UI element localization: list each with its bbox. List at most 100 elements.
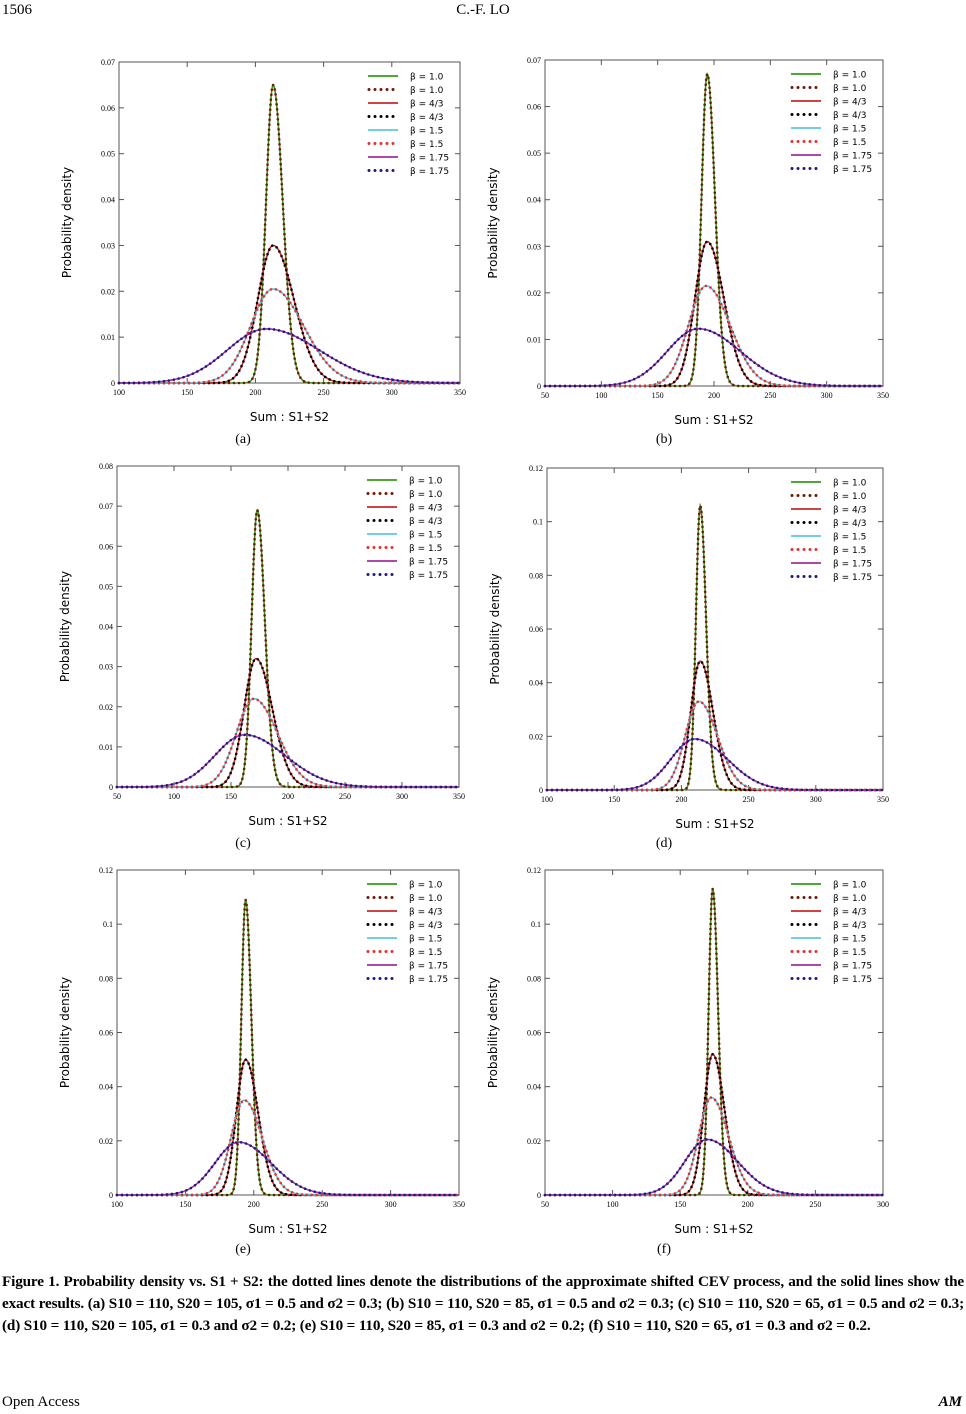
x-tick-label: 150	[608, 795, 620, 804]
x-tick-label: 250	[809, 1200, 821, 1209]
y-tick-label: 0.07	[99, 502, 113, 511]
y-tick-label: 0	[539, 786, 543, 795]
series-line-solid	[545, 285, 883, 387]
legend-label: β = 1.5	[409, 935, 442, 945]
y-tick-label: 0.08	[99, 462, 113, 471]
y-tick-label: 0.02	[527, 289, 541, 298]
subfigure-label: (d)	[655, 836, 673, 851]
x-axis-label: Sum : S1+S2	[250, 410, 329, 424]
legend-label: β = 1.5	[409, 948, 442, 958]
x-tick-label: 150	[674, 1200, 686, 1209]
series-line-dotted	[543, 1096, 885, 1197]
x-tick-label: 50	[541, 391, 549, 400]
y-tick-label: 0.05	[101, 150, 115, 159]
x-axis-label: Sum : S1+S2	[675, 817, 754, 831]
legend-label: β = 1.0	[833, 894, 867, 904]
legend-label: β = 1.5	[833, 138, 866, 148]
series-line-dotted	[115, 1058, 461, 1197]
legend-label: β = 4/3	[410, 113, 444, 123]
x-tick-label: 100	[607, 1200, 619, 1209]
y-tick-label: 0.1	[533, 518, 543, 527]
y-tick-label: 0	[537, 1191, 541, 1200]
x-tick-label: 300	[385, 1200, 397, 1209]
legend-label: β = 1.5	[409, 531, 442, 541]
subfigure-label: (e)	[235, 1242, 251, 1257]
legend-label: β = 1.5	[833, 125, 866, 135]
y-tick-label: 0	[111, 379, 115, 388]
x-tick-label: 50	[113, 792, 121, 801]
x-tick-label: 250	[339, 792, 351, 801]
y-tick-label: 0.04	[101, 196, 115, 205]
legend-label: β = 4/3	[409, 517, 443, 527]
series-line-dotted	[543, 888, 885, 1197]
x-tick-label: 200	[249, 388, 261, 397]
subfigure-label: (b)	[655, 432, 673, 447]
y-tick-label: 0.03	[99, 663, 113, 672]
x-tick-label: 150	[225, 792, 237, 801]
series-line-dotted	[115, 697, 461, 789]
footer-journal: AM	[938, 1394, 962, 1410]
y-tick-label: 0.01	[99, 743, 113, 752]
legend-label: β = 1.5	[409, 544, 442, 554]
page-number: 1506	[2, 2, 32, 18]
series-line-solid	[117, 1141, 459, 1196]
y-tick-label: 0.08	[529, 571, 543, 580]
series-line-solid	[545, 240, 883, 387]
x-tick-label: 350	[877, 391, 889, 400]
plot-frame	[116, 869, 460, 1196]
y-tick-label: 0.07	[527, 56, 541, 65]
running-head: C.-F. LO	[456, 2, 510, 18]
y-axis-label: Probability density	[60, 167, 74, 278]
x-tick-label: 150	[181, 388, 193, 397]
series-line-dotted	[115, 1098, 461, 1197]
legend-label: β = 1.0	[833, 479, 867, 489]
series-line-dotted	[117, 327, 462, 385]
series-line-dotted	[543, 240, 885, 388]
y-tick-label: 0.08	[99, 974, 113, 983]
x-tick-label: 200	[675, 795, 687, 804]
series-line-solid	[116, 734, 459, 788]
plot-frame	[116, 465, 460, 788]
legend-label: β = 4/3	[409, 921, 443, 931]
y-tick-label: 0	[537, 382, 541, 391]
legend-label: β = 1.0	[833, 71, 867, 81]
series-line-dotted	[115, 733, 461, 789]
y-axis-label: Probability density	[58, 571, 72, 682]
x-axis-label: Sum : S1+S2	[674, 1222, 753, 1236]
y-axis-label: Probability density	[488, 573, 502, 684]
y-tick-label: 0.06	[99, 542, 113, 551]
x-tick-label: 250	[316, 1200, 328, 1209]
legend-label: β = 1.75	[833, 573, 872, 583]
legend-label: β = 1.0	[409, 894, 443, 904]
x-tick-label: 350	[453, 792, 465, 801]
y-axis-label: Probability density	[486, 977, 500, 1088]
x-tick-label: 300	[821, 391, 833, 400]
legend-label: β = 1.75	[833, 560, 872, 570]
x-tick-label: 150	[652, 391, 664, 400]
y-tick-label: 0.12	[529, 464, 543, 473]
y-tick-label: 0.07	[101, 58, 115, 67]
x-tick-label: 100	[168, 792, 180, 801]
chart-f: 50 100 150 200 250 300 0 0.02 0.04 0.06 0.08 0.1 0.1…	[486, 866, 889, 1236]
y-tick-label: 0.06	[527, 1029, 541, 1038]
x-tick-label: 50	[541, 1200, 549, 1209]
y-tick-label: 0	[109, 783, 113, 792]
series-line-solid	[117, 697, 459, 788]
x-tick-label: 300	[810, 795, 822, 804]
legend-label: β = 1.75	[833, 975, 872, 985]
x-tick-label: 200	[248, 1200, 260, 1209]
legend-label: β = 1.5	[833, 546, 866, 556]
series-line-dotted	[543, 1138, 885, 1197]
x-tick-label: 300	[396, 792, 408, 801]
legend-label: β = 1.75	[410, 167, 449, 177]
series-line-solid	[117, 508, 459, 788]
chart-c: 50 100 150 200 250 300 350 0 0.01 0.02 0.03 0.04 0.0…	[58, 462, 465, 828]
series-line-dotted	[115, 1140, 461, 1197]
series-line-solid	[545, 1096, 883, 1196]
subfigure-label: (c)	[235, 836, 251, 851]
legend-label: β = 1.0	[833, 84, 867, 94]
chart-d: 100 150 200 250 300 350 0 0.02 0.04 0.06 0.08 0.1 0.…	[488, 464, 889, 831]
y-tick-label: 0.04	[529, 679, 543, 688]
x-axis-label: Sum : S1+S2	[248, 814, 327, 828]
y-axis-label: Probability density	[58, 977, 72, 1088]
